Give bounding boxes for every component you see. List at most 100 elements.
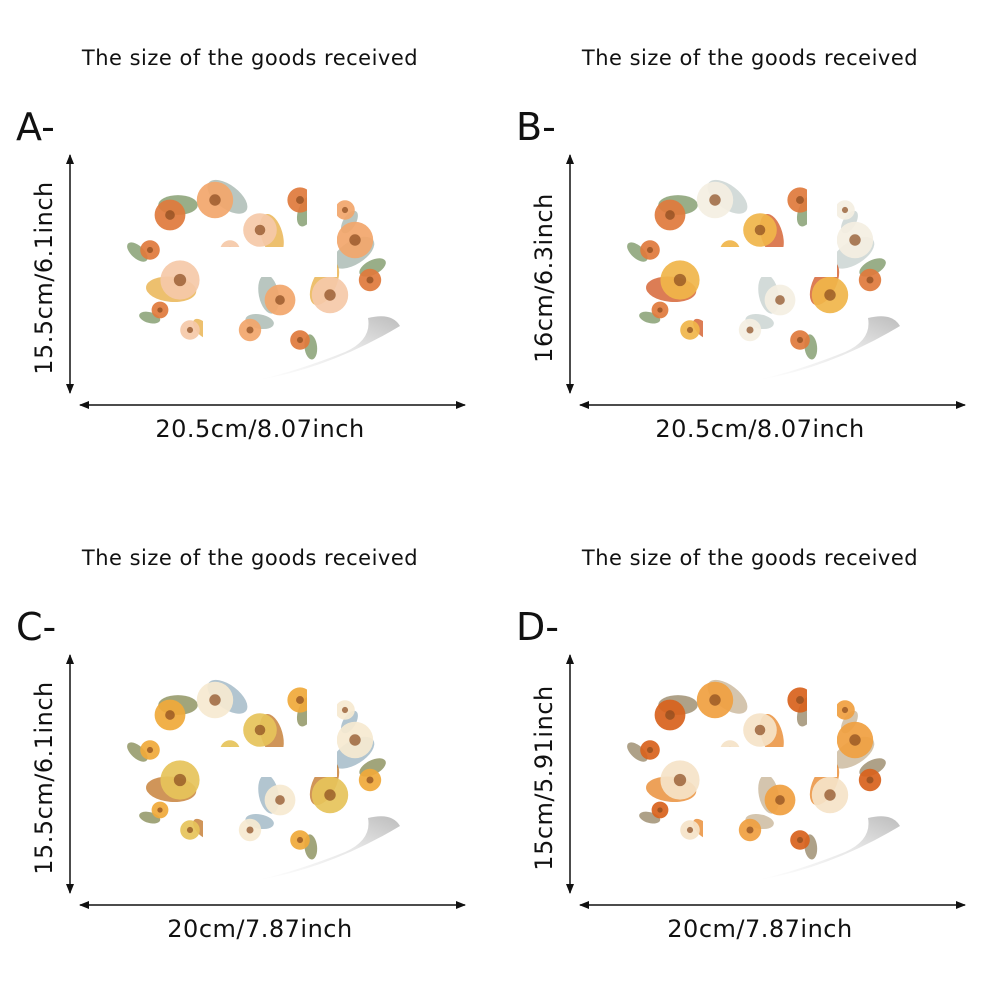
variant-letter: A-	[16, 105, 55, 149]
flower-center	[186, 326, 194, 334]
flower-center	[186, 826, 194, 834]
cutout	[703, 668, 837, 892]
product-panel: The size of the goods received D- 15cm/5.9…	[516, 546, 966, 943]
flower-center	[754, 724, 766, 736]
flower-center	[157, 307, 163, 313]
flower-center	[157, 807, 163, 813]
flower-center	[165, 710, 175, 720]
flower-center	[324, 789, 336, 801]
leaf	[627, 742, 648, 762]
flower-center	[709, 194, 721, 206]
panel-header: The size of the goods received	[581, 46, 918, 70]
height-label: 16cm/6.3inch	[530, 193, 558, 363]
flower-center	[796, 836, 804, 844]
flower-center	[296, 836, 304, 844]
decal-illustration	[627, 668, 902, 892]
variant-letter: D-	[516, 605, 559, 649]
flower-center	[866, 276, 874, 284]
leaf	[127, 742, 148, 762]
width-label: 20.5cm/8.07inch	[655, 415, 864, 443]
peel-corner	[255, 822, 402, 890]
product-panel: The size of the goods received A- 15.5cm/6…	[16, 46, 466, 443]
flower-center	[209, 194, 221, 206]
flower-center	[775, 295, 785, 305]
flower-center	[665, 210, 675, 220]
panel-header: The size of the goods received	[81, 546, 418, 570]
height-label: 15cm/5.91inch	[530, 685, 558, 870]
flower-center	[146, 246, 154, 254]
flower-center	[796, 336, 804, 344]
variant-letter: C-	[16, 605, 56, 649]
flower-center	[657, 807, 663, 813]
flower-center	[646, 246, 654, 254]
flower-center	[254, 224, 266, 236]
flower-center	[173, 773, 187, 787]
flower-center	[324, 289, 336, 301]
cutout	[203, 668, 337, 892]
flower-center	[646, 746, 654, 754]
flower-center	[824, 289, 836, 301]
product-panel: The size of the goods received B- 16cm/6.3…	[516, 46, 966, 443]
flower-center	[275, 295, 285, 305]
flower-center	[849, 234, 861, 246]
flower-center	[173, 273, 187, 287]
flower-center	[165, 210, 175, 220]
decal-illustration	[127, 168, 402, 392]
flower-center	[775, 795, 785, 805]
flower-center	[246, 326, 254, 334]
flower-center	[665, 710, 675, 720]
flower-center	[824, 789, 836, 801]
flower-center	[246, 826, 254, 834]
flower-center	[254, 724, 266, 736]
flower-center	[341, 706, 349, 714]
variant-letter: B-	[516, 105, 556, 149]
leaf	[627, 242, 648, 262]
height-label: 15.5cm/6.1inch	[30, 681, 58, 875]
width-label: 20.5cm/8.07inch	[155, 415, 364, 443]
peel-curl	[258, 816, 400, 880]
flower-center	[841, 206, 849, 214]
height-label: 15.5cm/6.1inch	[30, 181, 58, 375]
flower-center	[341, 206, 349, 214]
flower-center	[296, 696, 304, 704]
flower-center	[709, 694, 721, 706]
decal-illustration	[127, 668, 402, 892]
flower-center	[849, 734, 861, 746]
width-label: 20cm/7.87inch	[167, 915, 352, 943]
peel-corner	[255, 322, 402, 390]
flower-center	[754, 224, 766, 236]
leaf	[127, 242, 148, 262]
peel-corner	[755, 822, 902, 890]
flower-center	[686, 826, 694, 834]
flower-center	[366, 776, 374, 784]
flower-center	[796, 196, 804, 204]
flower-center	[146, 746, 154, 754]
flower-center	[686, 326, 694, 334]
peel-corner	[755, 322, 902, 390]
flower-center	[796, 696, 804, 704]
flower-center	[866, 776, 874, 784]
flower-center	[746, 826, 754, 834]
flower-center	[366, 276, 374, 284]
cutout	[703, 168, 837, 392]
flower-center	[673, 773, 687, 787]
flower-center	[349, 234, 361, 246]
panel-header: The size of the goods received	[81, 46, 418, 70]
flower-center	[657, 307, 663, 313]
flower-center	[349, 734, 361, 746]
cutout	[203, 168, 337, 392]
panel-header: The size of the goods received	[581, 546, 918, 570]
flower-center	[841, 706, 849, 714]
product-panel: The size of the goods received C- 15.5cm/6…	[16, 546, 466, 943]
width-label: 20cm/7.87inch	[667, 915, 852, 943]
decal-illustration	[627, 168, 902, 392]
flower-center	[275, 795, 285, 805]
peel-curl	[758, 816, 900, 880]
flower-center	[209, 694, 221, 706]
peel-curl	[258, 316, 400, 380]
flower-center	[746, 326, 754, 334]
peel-curl	[758, 316, 900, 380]
flower-center	[673, 273, 687, 287]
flower-center	[296, 196, 304, 204]
